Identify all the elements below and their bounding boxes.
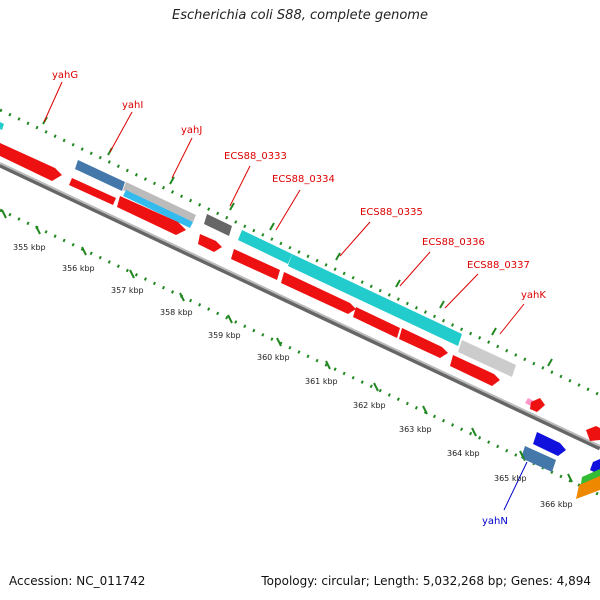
gene-block[interactable]: [198, 234, 222, 252]
tick-label: 360 kbp: [257, 353, 290, 362]
gene-block[interactable]: [117, 196, 186, 235]
gene-block[interactable]: [450, 355, 500, 386]
gene-block[interactable]: [204, 214, 232, 236]
tick-label: 364 kbp: [447, 449, 480, 458]
outer-gene-track: [0, 122, 516, 377]
gene-label-ecs88-0337[interactable]: ECS88_0337: [467, 260, 530, 271]
summary-text: Topology: circular; Length: 5,032,268 bp…: [261, 574, 591, 588]
label-leader-blue: [503, 461, 528, 511]
gene-label-yahj[interactable]: yahJ: [181, 125, 202, 136]
gene-label-ecs88-0334[interactable]: ECS88_0334: [272, 174, 335, 185]
tick-label: 355 kbp: [13, 243, 46, 252]
gene-label-yahi[interactable]: yahI: [122, 100, 143, 111]
gene-block[interactable]: [281, 272, 356, 314]
gene-block[interactable]: [69, 178, 116, 205]
gene-block[interactable]: [530, 398, 545, 412]
gene-block[interactable]: [0, 143, 62, 181]
gene-block[interactable]: [75, 160, 125, 191]
gene-label-ecs88-0336[interactable]: ECS88_0336: [422, 237, 485, 248]
lower-gene-track: [521, 432, 600, 499]
gene-block[interactable]: [521, 446, 556, 472]
gene-block[interactable]: [123, 190, 193, 228]
gene-label-yahg[interactable]: yahG: [52, 70, 78, 81]
gene-labels: yahG yahI yahJ ECS88_0333 ECS88_0334 ECS…: [52, 70, 546, 527]
tick-label: 356 kbp: [62, 264, 95, 273]
gene-block[interactable]: [533, 432, 566, 456]
inner-gene-track: [0, 143, 600, 441]
gene-block[interactable]: [231, 249, 280, 280]
tick-label: 366 kbp: [540, 500, 573, 509]
tick-label: 358 kbp: [160, 308, 193, 317]
gene-block[interactable]: [399, 328, 448, 358]
tick-label: 361 kbp: [305, 377, 338, 386]
gene-block[interactable]: [576, 476, 600, 499]
inner-tick-arc: [0, 208, 600, 497]
gene-label-ecs88-0333[interactable]: ECS88_0333: [224, 151, 287, 162]
tick-label: 362 kbp: [353, 401, 386, 410]
gene-label-ecs88-0335[interactable]: ECS88_0335: [360, 207, 423, 218]
tick-label: 365 kbp: [494, 474, 527, 483]
tick-labels: 355 kbp 356 kbp 357 kbp 358 kbp 359 kbp …: [13, 243, 573, 509]
gene-label-yahk[interactable]: yahK: [521, 290, 546, 301]
tick-label: 357 kbp: [111, 286, 144, 295]
map-title: Escherichia coli S88, complete genome: [172, 8, 428, 23]
gene-block[interactable]: [586, 426, 600, 441]
gene-block[interactable]: [288, 254, 462, 346]
gene-block[interactable]: [458, 340, 516, 377]
tick-label: 363 kbp: [399, 425, 432, 434]
outer-tick-arc: [0, 108, 600, 397]
label-leaders: [43, 81, 525, 335]
gene-block[interactable]: [0, 122, 4, 130]
gene-block[interactable]: [123, 182, 196, 222]
gene-label-yahn[interactable]: yahN: [482, 516, 508, 527]
gene-block[interactable]: [353, 307, 400, 338]
backbone: [0, 162, 600, 451]
tick-label: 359 kbp: [208, 331, 241, 340]
accession-text: Accession: NC_011742: [9, 574, 146, 588]
gene-block[interactable]: [238, 230, 292, 264]
